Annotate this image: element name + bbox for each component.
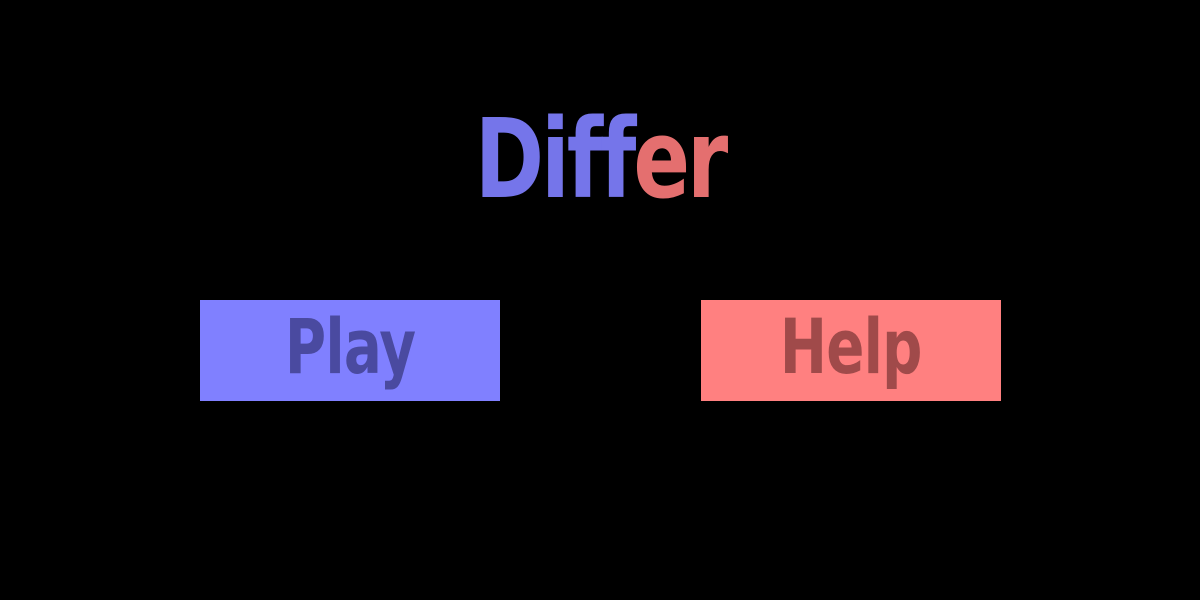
help-button[interactable]: Help [701, 300, 1001, 401]
game-title-part-1: Diff [474, 95, 637, 223]
play-button-label: Play [284, 301, 416, 391]
play-button[interactable]: Play [200, 300, 500, 401]
help-button-label: Help [780, 301, 923, 391]
game-title-part-2: er [633, 95, 728, 223]
game-title: Differ [144, 84, 1056, 234]
